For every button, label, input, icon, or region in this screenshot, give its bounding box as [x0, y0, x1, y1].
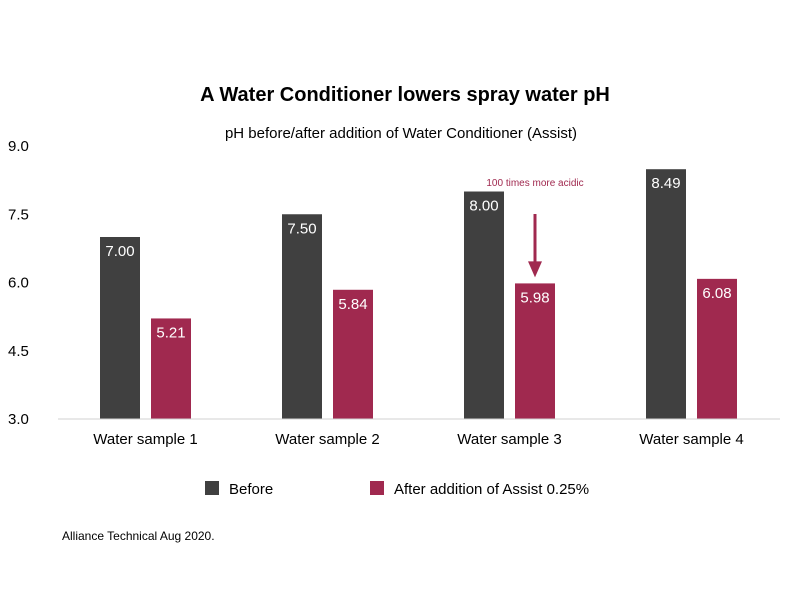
x-tick-label: Water sample 4 [639, 431, 743, 448]
legend-swatch-after [370, 481, 384, 495]
annotation-text: 100 times more acidic [486, 178, 583, 189]
bar-value-label: 6.08 [702, 285, 731, 302]
y-axis: 9.0 7.5 6.0 4.5 3.0 [8, 138, 29, 428]
bar-value-label: 8.00 [469, 198, 498, 215]
legend-swatch-before [205, 481, 219, 495]
bar-after-3 [515, 283, 555, 419]
bar-value-label: 5.84 [338, 296, 367, 313]
legend-label-before: Before [229, 481, 273, 498]
x-axis: Water sample 1 Water sample 2 Water sample… [93, 431, 743, 448]
y-tick-label: 9.0 [8, 138, 29, 155]
bar-before-2 [282, 214, 322, 419]
bar-value-label: 7.50 [287, 220, 316, 237]
bar-after-4 [697, 278, 737, 419]
bar-value-label: 5.98 [520, 289, 549, 306]
annotation-arrow-head [528, 261, 542, 278]
bar-before-1 [100, 237, 140, 419]
y-tick-label: 7.5 [8, 206, 29, 223]
x-tick-label: Water sample 3 [457, 431, 561, 448]
bar-after-1 [151, 318, 191, 419]
y-tick-label: 6.0 [8, 275, 29, 292]
bar-before-4 [646, 169, 686, 419]
y-tick-label: 3.0 [8, 411, 29, 428]
legend: Before After addition of Assist 0.25% [205, 481, 589, 498]
source-note: Alliance Technical Aug 2020. [62, 529, 215, 543]
legend-label-after: After addition of Assist 0.25% [394, 481, 589, 498]
bar-before-3 [464, 191, 504, 419]
x-tick-label: Water sample 1 [93, 431, 197, 448]
annotation: 100 times more acidic [486, 178, 584, 278]
chart-title: A Water Conditioner lowers spray water p… [200, 84, 610, 106]
y-tick-label: 4.5 [8, 343, 29, 360]
bar-value-label: 8.49 [651, 175, 680, 192]
bar-after-2 [333, 289, 373, 419]
chart-subtitle: pH before/after addition of Water Condit… [225, 125, 577, 142]
bars: 7.00 7.50 8.00 8.49 5.21 5.84 5.98 6.08 [100, 169, 737, 419]
x-tick-label: Water sample 2 [275, 431, 379, 448]
bar-value-label: 7.00 [105, 243, 134, 260]
bar-value-label: 5.21 [156, 324, 185, 341]
